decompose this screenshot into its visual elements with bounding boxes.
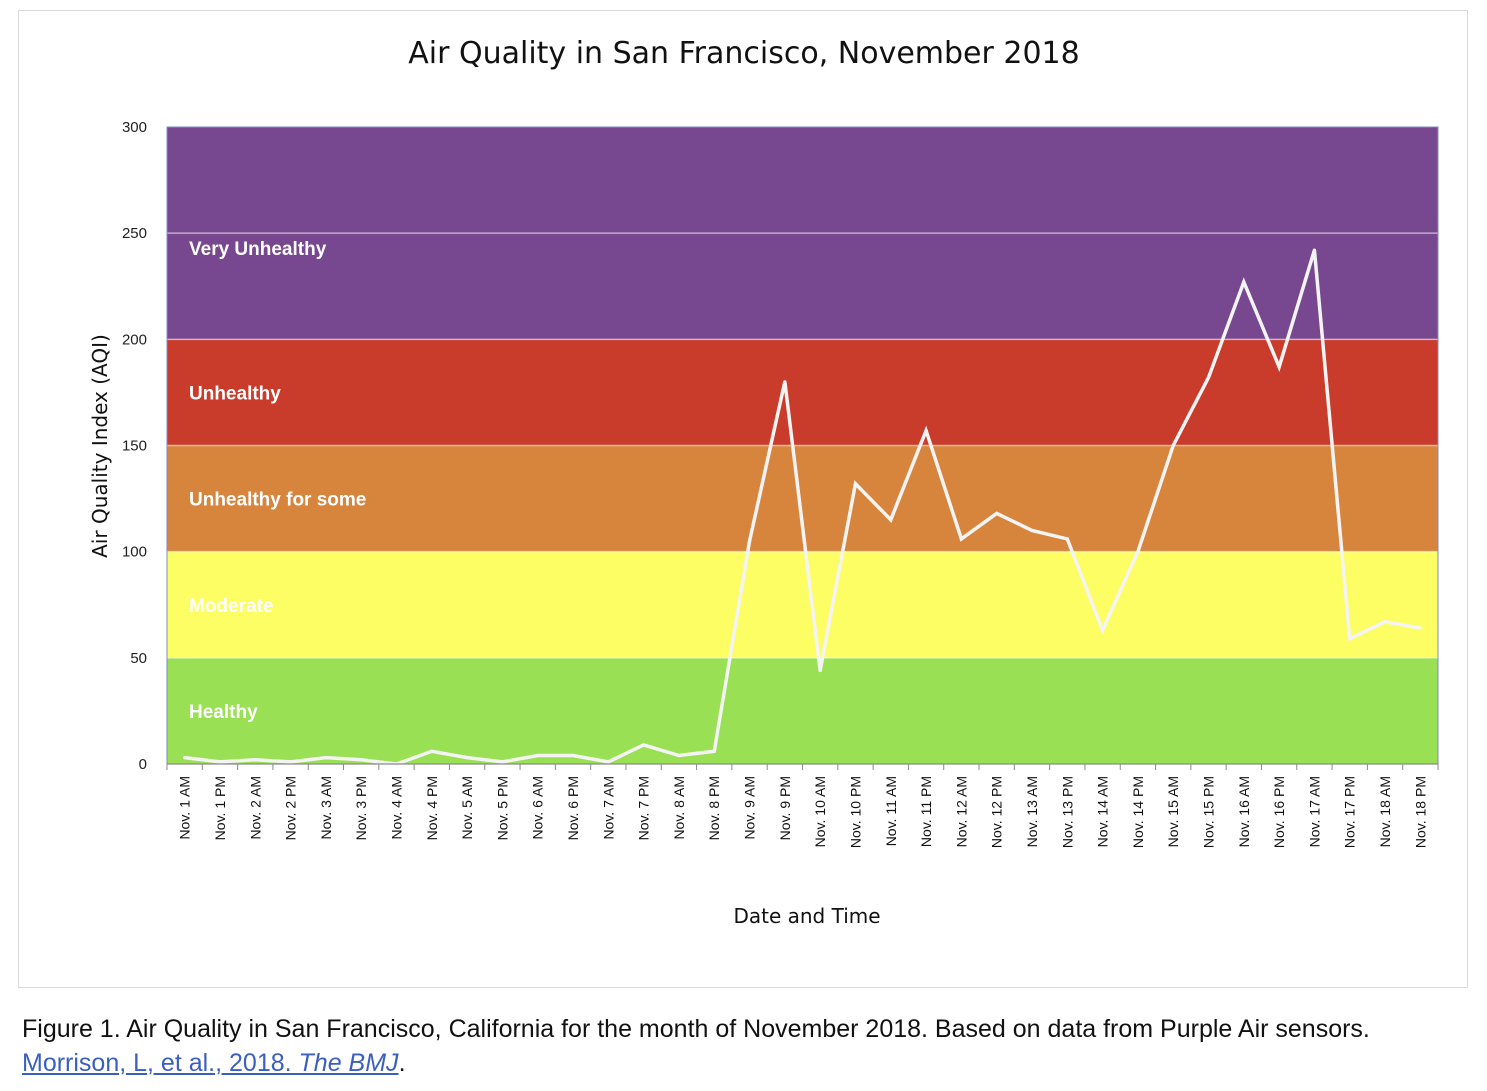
- figure-caption: Figure 1. Air Quality in San Francisco, …: [22, 1012, 1472, 1080]
- x-tick-label: Nov. 9 AM: [742, 776, 758, 840]
- x-tick-label: Nov. 4 PM: [424, 776, 440, 840]
- x-tick-label: Nov. 13 AM: [1024, 776, 1040, 847]
- x-tick-label: Nov. 16 PM: [1271, 776, 1287, 848]
- citation-link[interactable]: Morrison, L, et al., 2018. The BMJ: [22, 1049, 399, 1077]
- x-tick-label: Nov. 15 AM: [1165, 776, 1181, 847]
- aqi-data-point: [677, 753, 681, 758]
- citation-journal: The BMJ: [298, 1049, 399, 1077]
- aqi-data-point: [465, 756, 469, 760]
- aqi-data-point: [853, 482, 858, 486]
- aqi-data-point: [924, 429, 928, 433]
- x-tick-label: Nov. 6 AM: [530, 776, 546, 840]
- x-axis-title: Date and Time: [733, 904, 880, 928]
- aqi-line-chart: Air Quality in San Francisco, November 2…: [88, 36, 1439, 928]
- x-tick-label: Nov. 10 PM: [847, 776, 863, 848]
- band-label: Unhealthy for some: [189, 490, 366, 511]
- x-tick-label: Nov. 1 AM: [177, 776, 193, 840]
- aqi-data-point: [1065, 537, 1069, 541]
- x-tick-label: Nov. 5 AM: [459, 776, 475, 840]
- chart-title: Air Quality in San Francisco, November 2…: [408, 36, 1079, 71]
- y-tick-label: 250: [122, 225, 147, 242]
- x-tick-label: Nov. 9 PM: [777, 776, 793, 840]
- x-tick-label: Nov. 18 PM: [1412, 776, 1428, 848]
- aqi-data-point: [1171, 443, 1175, 448]
- x-tick-label: Nov. 2 PM: [283, 776, 299, 840]
- aqi-data-point: [253, 758, 257, 762]
- aqi-data-point: [818, 668, 822, 673]
- x-tick-label: Nov. 7 AM: [600, 776, 616, 840]
- caption-text: Figure 1. Air Quality in San Francisco, …: [22, 1015, 1370, 1043]
- aqi-data-point: [1136, 550, 1140, 554]
- x-tick-label: Nov. 6 PM: [565, 776, 581, 840]
- x-tick-label: Nov. 10 AM: [812, 776, 828, 847]
- aqi-data-point: [183, 756, 187, 760]
- x-tick-label: Nov. 17 AM: [1306, 776, 1322, 847]
- caption-end: .: [398, 1049, 406, 1077]
- aqi-data-point: [1312, 248, 1317, 252]
- x-tick-label: Nov. 7 PM: [636, 776, 652, 840]
- aqi-data-point: [606, 760, 610, 764]
- band-label: Unhealthy: [189, 383, 281, 404]
- band-label: Very Unhealthy: [189, 239, 327, 260]
- aqi-data-point: [500, 760, 505, 764]
- x-tick-label: Nov. 8 PM: [706, 776, 722, 840]
- x-tick-label: Nov. 16 AM: [1236, 776, 1252, 847]
- aqi-data-point: [1030, 528, 1034, 533]
- x-tick-label: Nov. 17 PM: [1342, 776, 1358, 848]
- aqi-data-point: [1348, 637, 1352, 641]
- chart-frame: Air Quality in San Francisco, November 2…: [18, 10, 1468, 988]
- aqi-data-point: [1206, 375, 1211, 380]
- band-label: Healthy: [189, 702, 258, 723]
- x-tick-label: Nov. 3 PM: [353, 776, 369, 840]
- aqi-data-point: [536, 753, 540, 758]
- x-tick-label: Nov. 13 PM: [1059, 776, 1075, 848]
- aqi-data-point: [324, 756, 328, 760]
- aqi-data-point: [359, 758, 363, 762]
- aqi-data-point: [288, 760, 293, 764]
- x-tick-label: Nov. 8 AM: [671, 776, 687, 840]
- aqi-data-point: [959, 537, 963, 541]
- y-tick-label: 300: [122, 119, 147, 136]
- aqi-data-point: [1100, 628, 1105, 632]
- aqi-data-point: [747, 539, 752, 543]
- aqi-data-point: [430, 749, 434, 753]
- x-tick-label: Nov. 4 AM: [388, 776, 404, 840]
- x-tick-label: Nov. 11 AM: [883, 776, 899, 846]
- aqi-data-point: [571, 753, 575, 758]
- y-tick-label: 50: [130, 650, 147, 667]
- aqi-data-point: [889, 518, 893, 522]
- aqi-data-point: [995, 511, 999, 516]
- aqi-series-line: [184, 249, 1421, 766]
- x-tick-label: Nov. 2 AM: [247, 776, 263, 840]
- aqi-data-point: [1277, 365, 1281, 369]
- x-tick-label: Nov. 11 PM: [918, 776, 934, 847]
- citation-link-text: Morrison, L, et al., 2018.: [22, 1049, 299, 1077]
- aqi-data-point: [1418, 626, 1422, 630]
- x-tick-label: Nov. 12 PM: [989, 776, 1005, 848]
- x-tick-label: Nov. 12 AM: [953, 776, 969, 847]
- band-healthy: [167, 657, 1438, 764]
- aqi-data-point: [218, 760, 222, 764]
- aqi-data-point: [642, 743, 646, 747]
- x-tick-label: Nov. 14 AM: [1095, 776, 1111, 847]
- band-unhealthy: [167, 339, 1438, 446]
- x-tick-label: Nov. 3 AM: [318, 776, 334, 840]
- y-tick-label: 100: [122, 544, 147, 561]
- x-tick-label: Nov. 18 AM: [1377, 776, 1393, 847]
- x-tick-label: Nov. 15 PM: [1201, 776, 1217, 848]
- band-moderate: [167, 551, 1438, 658]
- aqi-data-point: [712, 749, 716, 753]
- y-tick-label: 150: [122, 438, 147, 455]
- aqi-data-point: [1242, 280, 1246, 284]
- x-tick-label: Nov. 14 PM: [1130, 776, 1146, 848]
- x-tick-label: Nov. 5 PM: [494, 776, 510, 840]
- y-tick-label: 200: [122, 331, 147, 348]
- y-tick-label: 0: [139, 756, 147, 773]
- x-tick-label: Nov. 1 PM: [212, 776, 228, 840]
- aqi-data-point: [783, 380, 787, 384]
- y-axis-title: Air Quality Index (AQI): [88, 334, 112, 558]
- band-label: Moderate: [189, 596, 273, 617]
- aqi-data-point: [1383, 620, 1387, 624]
